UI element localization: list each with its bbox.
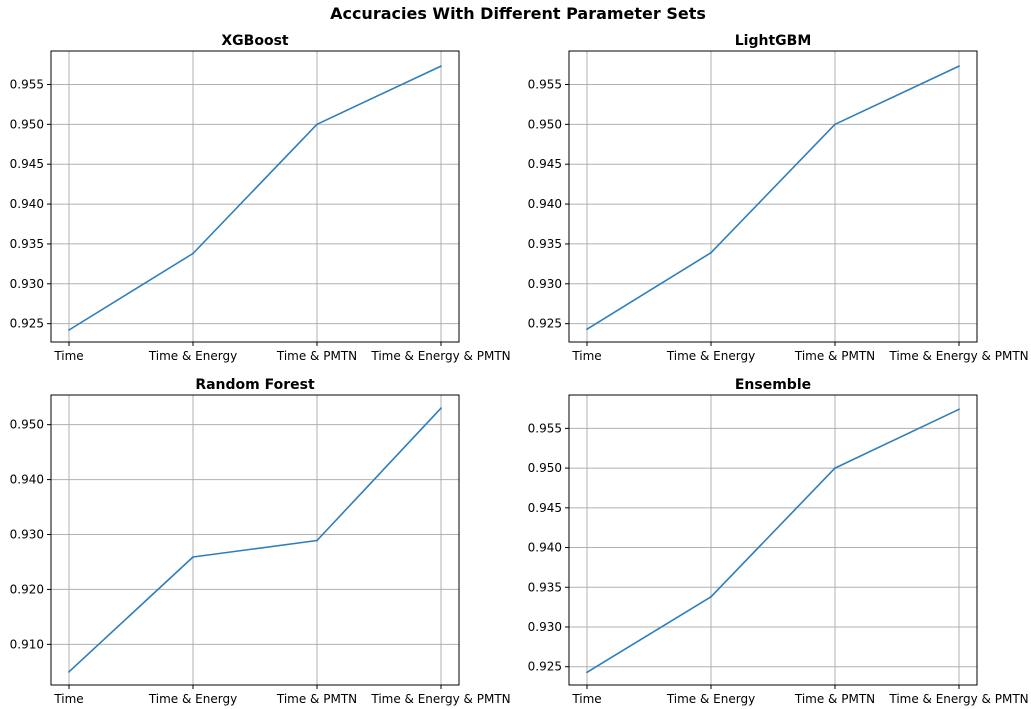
series-line: [68, 65, 442, 331]
y-tick-label: 0.935: [10, 237, 44, 251]
x-tick-label: Time & Energy & PMTN: [370, 349, 510, 363]
axes-frame: [568, 394, 978, 686]
y-tick-label: 0.930: [10, 528, 44, 542]
data-point: [68, 329, 70, 331]
data-point: [958, 408, 960, 411]
subplot-title: LightGBM: [735, 33, 812, 49]
x-tick-label: Time & Energy & PMTN: [370, 692, 510, 706]
y-tick-label: 0.925: [528, 660, 562, 674]
data-point: [586, 671, 588, 674]
subplot-title: Ensemble: [735, 377, 811, 393]
y-tick-label: 0.940: [10, 197, 44, 211]
subplot-random-forest: Random Forest Time Time & Energy Time & PMT…: [10, 377, 511, 706]
y-tick-label: 0.935: [528, 237, 562, 251]
y-tick-label: 0.930: [10, 277, 44, 291]
data-point: [192, 556, 194, 558]
axes-frame: [50, 50, 460, 343]
y-tick-label: 0.950: [528, 461, 562, 475]
data-point: [440, 407, 442, 410]
y-tick-label: 0.955: [528, 421, 562, 435]
subplot-ensemble: Ensemble Time Time & Energy Time & PMTN Time…: [528, 377, 1029, 706]
y-tick-label: 0.950: [528, 117, 562, 131]
x-tick-label: Time: [571, 692, 601, 706]
data-point: [834, 123, 836, 126]
y-tick-label: 0.940: [528, 197, 562, 211]
y-tick-label: 0.955: [10, 77, 44, 91]
y-tick-label: 0.930: [528, 620, 562, 634]
subplot-xgboost: XGBoost Time Time & Energy Time & PMTN Time …: [10, 33, 511, 363]
subplot-grid: XGBoost Time Time & Energy Time & PMTN Time …: [10, 33, 1029, 706]
x-tick-label: Time: [571, 349, 601, 363]
x-tick-label: Time & Energy: [148, 349, 237, 363]
y-tick-label: 0.945: [528, 157, 562, 171]
y-tick-label: 0.940: [10, 473, 44, 487]
y-tick-label: 0.925: [528, 317, 562, 331]
y-tick-label: 0.945: [528, 501, 562, 515]
y-tick-label: 0.935: [528, 580, 562, 594]
data-point: [192, 252, 194, 255]
y-tick-label: 0.920: [10, 582, 44, 596]
data-point: [316, 123, 318, 126]
data-point: [710, 595, 712, 598]
axes-frame: [568, 50, 978, 343]
x-tick-label: Time & Energy: [148, 692, 237, 706]
x-tick-label: Time: [53, 692, 83, 706]
y-tick-label: 0.925: [10, 317, 44, 331]
y-tick-label: 0.950: [10, 117, 44, 131]
x-tick-label: Time & PMTN: [794, 692, 875, 706]
x-tick-label: Time & PMTN: [276, 349, 357, 363]
x-tick-label: Time: [53, 349, 83, 363]
data-point: [440, 65, 442, 68]
x-tick-label: Time & Energy & PMTN: [888, 349, 1028, 363]
figure-title: Accuracies With Different Parameter Sets: [330, 4, 706, 23]
x-tick-label: Time & Energy & PMTN: [888, 692, 1028, 706]
data-point: [586, 328, 588, 331]
series-line: [586, 408, 960, 673]
series-line: [68, 407, 442, 673]
subplot-lightgbm: LightGBM Time Time & Energy Time & PMTN Time…: [528, 33, 1029, 363]
x-tick-label: Time & Energy: [666, 349, 755, 363]
data-point: [710, 251, 712, 254]
data-point: [68, 670, 70, 673]
y-tick-label: 0.930: [528, 277, 562, 291]
y-tick-label: 0.910: [10, 637, 44, 651]
x-tick-label: Time & PMTN: [794, 349, 875, 363]
data-point: [958, 65, 960, 68]
axes-frame: [50, 394, 460, 686]
y-tick-label: 0.955: [528, 77, 562, 91]
data-point: [316, 539, 318, 542]
series-line: [586, 65, 960, 330]
y-tick-label: 0.945: [10, 157, 44, 171]
x-tick-label: Time & PMTN: [276, 692, 357, 706]
y-tick-label: 0.940: [528, 541, 562, 555]
y-tick-label: 0.950: [10, 418, 44, 432]
x-tick-label: Time & Energy: [666, 692, 755, 706]
subplot-title: XGBoost: [221, 33, 289, 49]
data-point: [834, 467, 836, 469]
subplot-title: Random Forest: [195, 377, 315, 393]
